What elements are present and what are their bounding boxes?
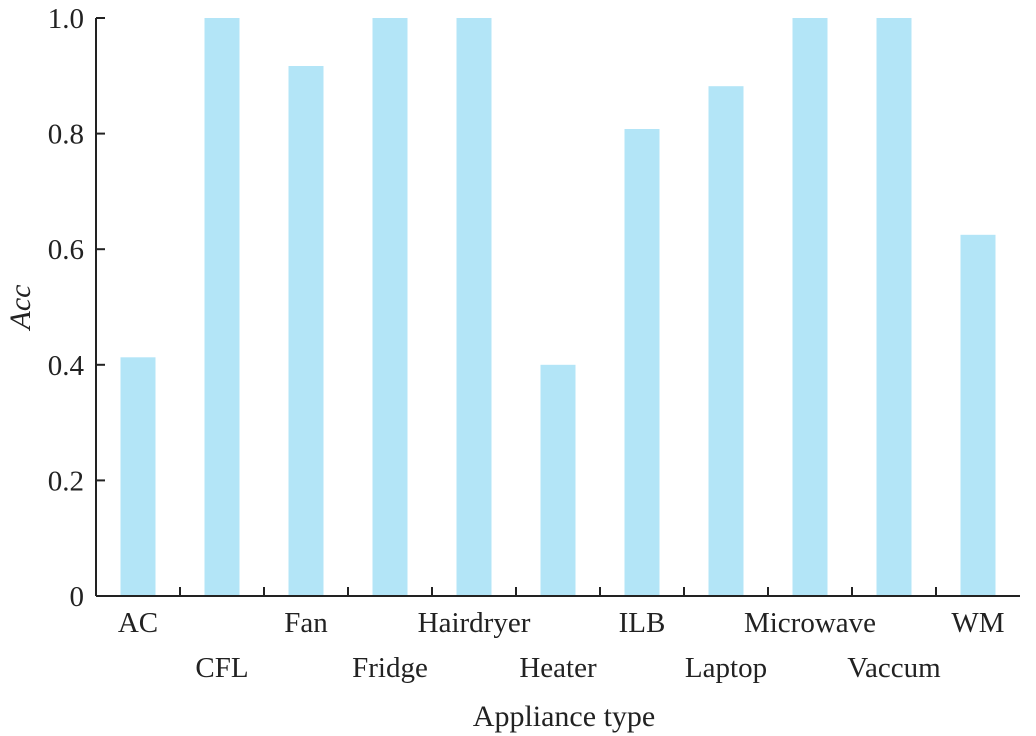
axes-group <box>95 18 1020 597</box>
x-tick-label: AC <box>118 607 158 639</box>
x-tick-label: Hairdryer <box>418 607 531 639</box>
x-tick-label: Fan <box>284 607 328 639</box>
y-tick-label: 1.0 <box>48 3 84 35</box>
bar-microwave <box>792 18 828 596</box>
bar-ac <box>120 357 156 596</box>
x-tick-label: CFL <box>195 652 248 684</box>
bar-fan <box>288 66 324 596</box>
x-axis-title: Appliance type <box>473 700 655 733</box>
bar-hairdryer <box>456 18 492 596</box>
bars-group <box>120 18 996 597</box>
y-tick-label: 0.8 <box>48 119 84 151</box>
bar-fridge <box>372 18 408 596</box>
y-ticks-group: 0 0.2 0.4 0.6 0.8 1.0 <box>48 3 105 613</box>
bar-cfl <box>204 18 240 596</box>
y-tick-label: 0.2 <box>48 465 84 497</box>
x-tick-label: ILB <box>619 607 666 639</box>
bar-vaccum <box>876 18 912 596</box>
bar-wm <box>960 234 996 597</box>
x-labels-group: AC CFL Fan Fridge Hairdryer Heater ILB Laptop Mi… <box>118 587 1005 684</box>
y-axis-title: Acc <box>4 285 37 332</box>
x-tick-label: Vaccum <box>847 652 941 684</box>
bar-laptop <box>708 86 744 596</box>
x-tick-label: WM <box>951 607 1004 639</box>
x-tick-label: Heater <box>519 652 597 684</box>
bar-heater <box>540 364 576 596</box>
y-tick-label: 0.4 <box>48 350 85 382</box>
x-tick-label: Microwave <box>744 607 876 639</box>
x-tick-label: Laptop <box>685 652 767 684</box>
y-tick-label: 0 <box>70 581 85 613</box>
bar-ilb <box>624 129 660 596</box>
x-tick-label: Fridge <box>352 652 428 684</box>
y-tick-label: 0.6 <box>48 234 84 266</box>
